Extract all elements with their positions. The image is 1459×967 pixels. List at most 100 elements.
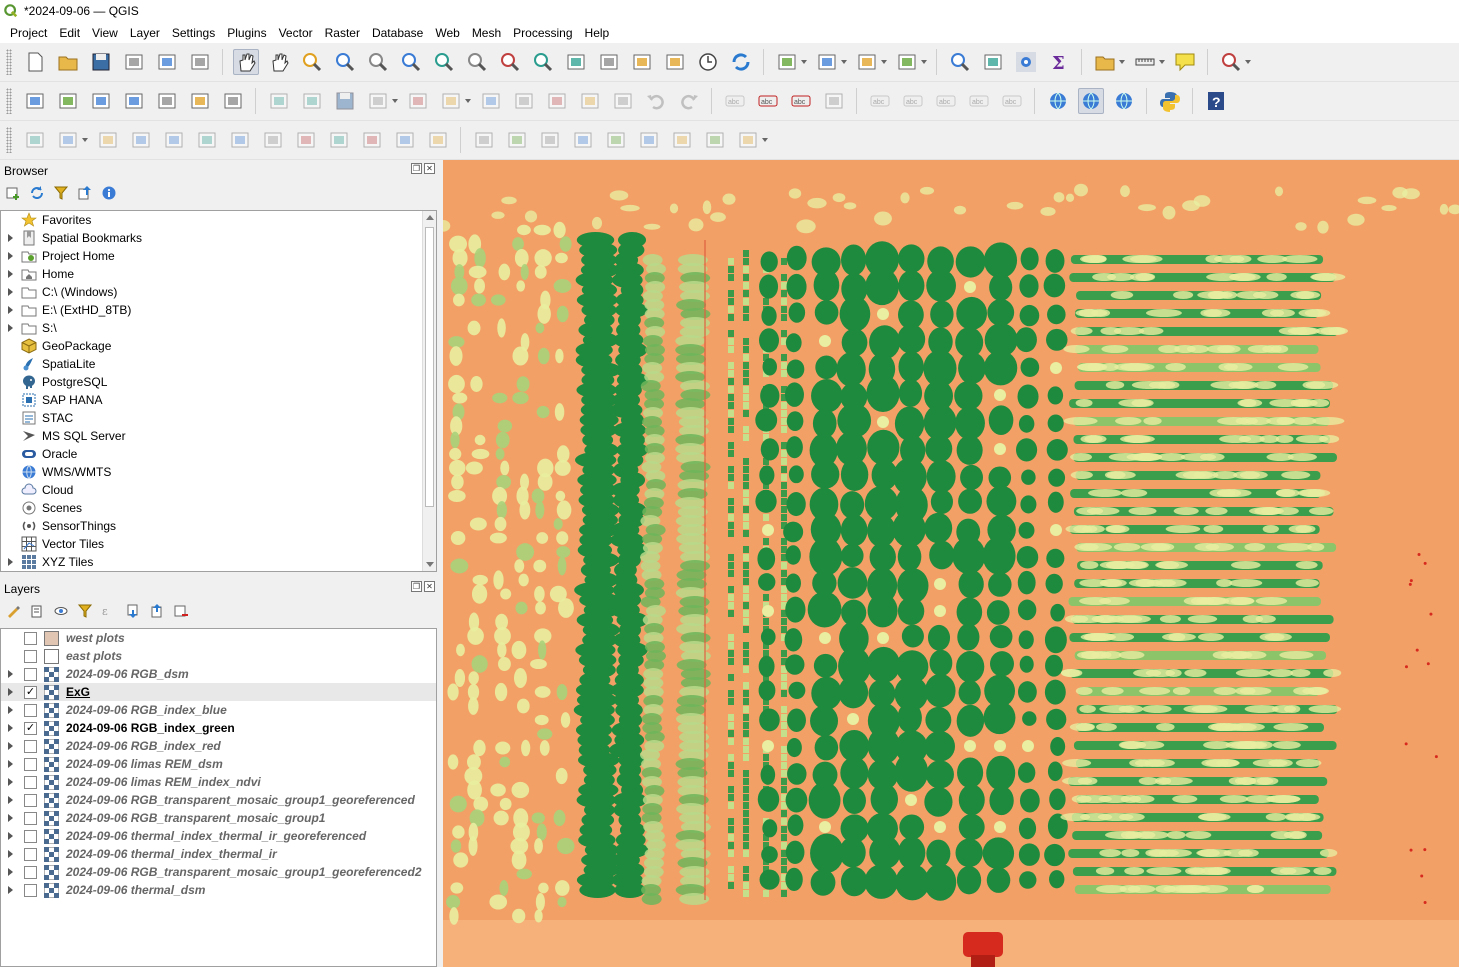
toggle-editing-button[interactable]: [299, 88, 325, 114]
network-button[interactable]: [1111, 88, 1137, 114]
modify-attributes-button[interactable]: [478, 88, 504, 114]
layer-item[interactable]: 2024-09-06 RGB_index_blue: [1, 701, 436, 719]
delete-part-button[interactable]: [194, 127, 220, 153]
chevron-down-icon[interactable]: [761, 127, 769, 153]
expand-all-icon[interactable]: [124, 602, 142, 620]
expand-arrow-icon[interactable]: [4, 719, 16, 737]
chevron-down-icon[interactable]: [464, 88, 472, 114]
expand-arrow-icon[interactable]: [4, 229, 16, 247]
chevron-down-icon[interactable]: [840, 49, 848, 75]
filter-expression-icon[interactable]: ε: [100, 602, 118, 620]
layer-item[interactable]: 2024-09-06 thermal_index_thermal_ir: [1, 845, 436, 863]
menu-database[interactable]: Database: [371, 25, 424, 40]
processing-toolbox-button[interactable]: [1013, 49, 1039, 75]
browser-item-c-windows[interactable]: C:\ (Windows): [1, 283, 436, 301]
browser-item-postgresql[interactable]: PostgreSQL: [1, 373, 436, 391]
digitize-button[interactable]: [365, 88, 391, 114]
layers-tree[interactable]: west plots east plots 2024-09-06 RGB_dsm ✓ E…: [0, 628, 437, 967]
browser-item-geopackage[interactable]: GeoPackage: [1, 337, 436, 355]
zoom-to-layer-button[interactable]: [431, 49, 457, 75]
expand-arrow-icon[interactable]: [4, 665, 16, 683]
merge-features-button[interactable]: [359, 127, 385, 153]
highlight-label-button[interactable]: abc: [788, 88, 814, 114]
cut-features-button[interactable]: [544, 88, 570, 114]
layer-visibility-checkbox[interactable]: [24, 883, 37, 897]
expand-arrow-icon[interactable]: [4, 773, 16, 791]
layer-item[interactable]: 2024-09-06 thermal_index_thermal_ir_geor…: [1, 827, 436, 845]
rotate-features-button[interactable]: [735, 127, 761, 153]
reshape-button[interactable]: [227, 127, 253, 153]
layer-visibility-checkbox[interactable]: [24, 703, 37, 717]
zoom-full-button[interactable]: [365, 49, 391, 75]
menu-vector[interactable]: Vector: [278, 25, 313, 40]
refresh-icon[interactable]: [28, 184, 46, 202]
label-tool-button[interactable]: abc: [722, 88, 748, 114]
pan-to-selection-button[interactable]: [266, 49, 292, 75]
add-selected-layers-icon[interactable]: [4, 184, 22, 202]
remove-layer-icon[interactable]: [172, 602, 190, 620]
merge-attributes-button[interactable]: [392, 127, 418, 153]
browser-item-home[interactable]: Home: [1, 265, 436, 283]
split-features-button[interactable]: [293, 127, 319, 153]
delete-selected-button[interactable]: [511, 88, 537, 114]
browser-item-vector-tiles[interactable]: Vector Tiles: [1, 535, 436, 553]
label-show-button[interactable]: abc: [900, 88, 926, 114]
layer-visibility-checkbox[interactable]: ✓: [24, 721, 37, 735]
add-ring-button[interactable]: [55, 127, 81, 153]
add-mesh-button[interactable]: [220, 88, 246, 114]
new-project-button[interactable]: [22, 49, 48, 75]
menu-help[interactable]: Help: [584, 25, 610, 40]
menu-project[interactable]: Project: [10, 25, 48, 40]
zoom-out-button[interactable]: [332, 49, 358, 75]
refresh-button[interactable]: [728, 49, 754, 75]
toolbar-grip[interactable]: [6, 88, 12, 114]
close-panel-button[interactable]: ✕: [424, 581, 435, 592]
expand-arrow-icon[interactable]: [4, 301, 16, 319]
save-project-button[interactable]: [88, 49, 114, 75]
menu-raster[interactable]: Raster: [324, 25, 360, 40]
split-parts-button[interactable]: [326, 127, 352, 153]
layer-item[interactable]: east plots: [1, 647, 436, 665]
attribute-table-button[interactable]: [980, 49, 1006, 75]
deselect-button[interactable]: [854, 49, 880, 75]
layer-item[interactable]: west plots: [1, 629, 436, 647]
chevron-down-icon[interactable]: [1158, 49, 1166, 75]
float-panel-button[interactable]: ❐: [411, 163, 422, 174]
zoom-native-button[interactable]: [464, 49, 490, 75]
zoom-last-button[interactable]: [497, 49, 523, 75]
chevron-down-icon[interactable]: [920, 49, 928, 75]
collapse-all-icon[interactable]: [148, 602, 166, 620]
menu-web[interactable]: Web: [435, 25, 460, 40]
menu-view[interactable]: View: [92, 25, 118, 40]
browser-item-stac[interactable]: STAC: [1, 409, 436, 427]
rotate-button[interactable]: [537, 127, 563, 153]
new-temporary-layer-button[interactable]: [121, 88, 147, 114]
zoom-in-button[interactable]: [299, 49, 325, 75]
add-wms-button[interactable]: [154, 88, 180, 114]
temporal-controller-button[interactable]: [695, 49, 721, 75]
menu-processing[interactable]: Processing: [513, 25, 573, 40]
select-by-value-button[interactable]: [814, 49, 840, 75]
browser-item-sap-hana[interactable]: SAP HANA: [1, 391, 436, 409]
browser-item-xyz-tiles[interactable]: XYZ Tiles: [1, 553, 436, 571]
expand-arrow-icon[interactable]: [4, 283, 16, 301]
toolbar-grip[interactable]: [6, 49, 12, 75]
layer-visibility-checkbox[interactable]: [24, 865, 37, 879]
layer-visibility-checkbox[interactable]: [24, 847, 37, 861]
layer-visibility-checkbox[interactable]: [24, 757, 37, 771]
layer-visibility-checkbox[interactable]: [24, 649, 37, 663]
show-layout-manager-button[interactable]: [154, 49, 180, 75]
layer-item[interactable]: ✓ ExG: [1, 683, 436, 701]
chevron-down-icon[interactable]: [391, 88, 399, 114]
add-part-button[interactable]: [95, 127, 121, 153]
python-button[interactable]: [1157, 88, 1183, 114]
quickmapservices-button[interactable]: [1077, 88, 1104, 114]
browser-item-wms-wmts[interactable]: WMS/WMTS: [1, 463, 436, 481]
offset-curve-button[interactable]: [260, 127, 286, 153]
expand-arrow-icon[interactable]: [4, 845, 16, 863]
save-edits-button[interactable]: [332, 88, 358, 114]
new-3d-map-view-button[interactable]: [596, 49, 622, 75]
style-manager-button[interactable]: [187, 49, 213, 75]
undo-button[interactable]: [643, 88, 669, 114]
statistics-button[interactable]: Σ: [1046, 49, 1072, 75]
